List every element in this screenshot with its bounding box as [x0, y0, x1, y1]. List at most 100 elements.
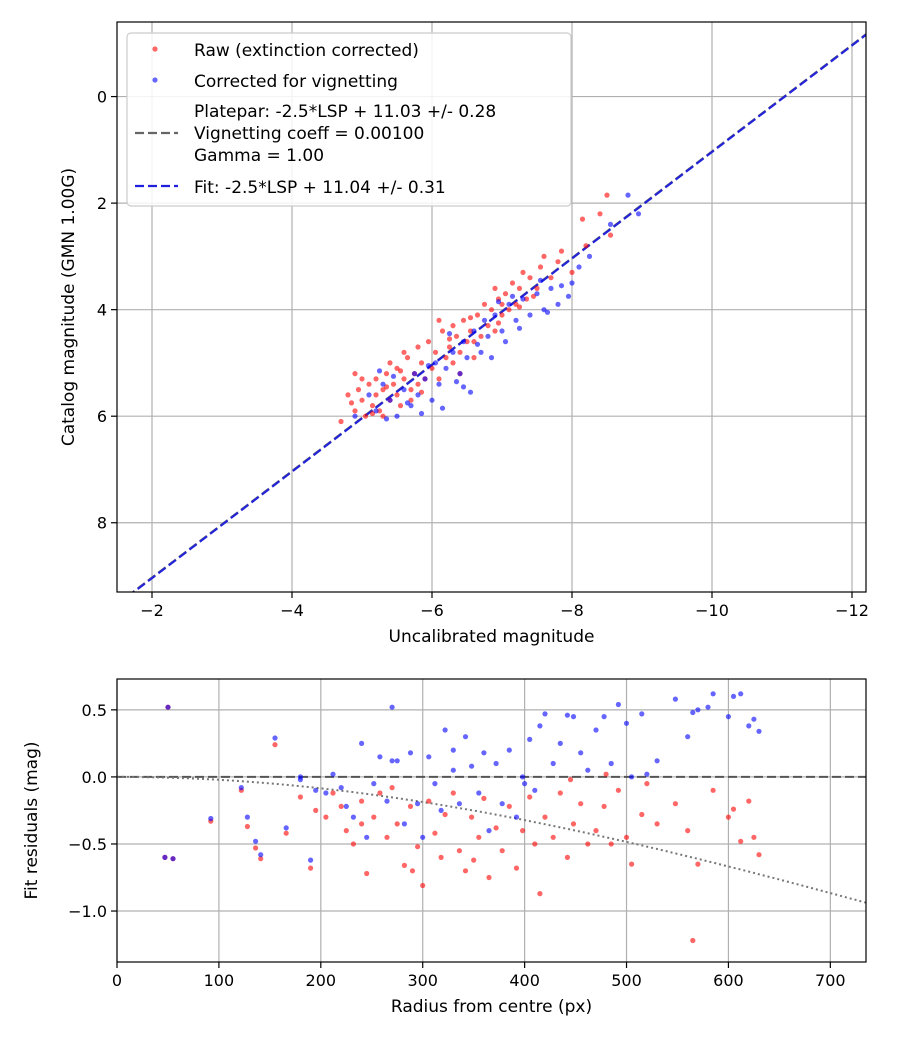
raw-point [443, 355, 449, 361]
raw-point [474, 312, 481, 318]
corrected-point [654, 758, 660, 764]
raw-point [380, 387, 386, 393]
raw-point [401, 862, 407, 869]
raw-point [394, 821, 400, 827]
corrected-point [420, 834, 426, 840]
raw-point [695, 861, 701, 867]
raw-point [527, 275, 533, 281]
x-axis-title: Uncalibrated magnitude [389, 627, 595, 647]
raw-point [418, 360, 425, 366]
raw-point [426, 798, 432, 804]
raw-point [570, 821, 577, 827]
corrected-point [384, 798, 390, 804]
raw-point [343, 828, 349, 834]
legend-label-corrected: Corrected for vignetting [194, 72, 398, 92]
corrected-point [555, 301, 561, 307]
corrected-point [558, 283, 565, 289]
raw-point [593, 828, 599, 834]
corrected-point [534, 291, 540, 297]
y-tick-label: 0 [97, 88, 107, 107]
raw-point [369, 403, 376, 409]
corrected-point [499, 328, 505, 334]
raw-point [506, 307, 512, 313]
raw-point [272, 742, 278, 748]
raw-point [499, 312, 505, 318]
raw-point [478, 333, 484, 339]
raw-point [492, 328, 498, 334]
corrected-point [394, 758, 400, 764]
raw-point [541, 253, 547, 259]
corrected-point [401, 821, 407, 827]
raw-point [383, 384, 390, 390]
corrected-point [313, 787, 319, 793]
raw-point [485, 323, 491, 329]
legend-marker-corrected [152, 77, 158, 83]
raw-point [359, 376, 365, 382]
corrected-point [520, 774, 526, 780]
corrected-point [438, 807, 444, 814]
raw-point [564, 854, 571, 861]
raw-point [685, 828, 691, 834]
raw-point [532, 841, 538, 847]
corrected-point [460, 339, 467, 345]
x-tick-label: −6 [420, 601, 444, 620]
raw-point [409, 868, 416, 874]
raw-point [486, 874, 492, 881]
corrected-point [380, 381, 386, 387]
raw-point [555, 259, 561, 265]
x-tick-label: 300 [407, 971, 438, 990]
corrected-point [418, 410, 425, 417]
raw-point [408, 387, 414, 393]
corrected-point [690, 709, 696, 716]
raw-point [467, 315, 474, 321]
legend-label-platepar-line: Vignetting coeff = 0.00100 [194, 124, 424, 144]
raw-point [516, 285, 523, 291]
raw-point [345, 392, 351, 398]
corrected-point [537, 277, 544, 283]
corrected-point [623, 720, 630, 726]
raw-point [418, 389, 425, 395]
corrected-point [542, 711, 548, 717]
corrected-point [513, 317, 519, 323]
raw-point [495, 320, 502, 326]
raw-point [308, 865, 314, 871]
legend-box [126, 32, 572, 207]
corrected-point [456, 801, 462, 807]
x-tick-label: −2 [140, 601, 164, 620]
corrected-point [564, 712, 571, 718]
corrected-point [585, 767, 591, 773]
plot-frame [116, 21, 867, 593]
raw-point [352, 371, 358, 377]
corrected-point [377, 754, 383, 760]
corrected-point [569, 280, 575, 286]
raw-point [415, 381, 421, 387]
raw-point [397, 403, 404, 409]
raw-point [457, 349, 463, 355]
raw-point [578, 801, 584, 807]
corrected-point [493, 760, 499, 767]
x-tick-label: 500 [611, 971, 642, 990]
corrected-point [710, 691, 716, 697]
raw-point [446, 336, 453, 342]
corrected-point [426, 754, 432, 760]
raw-point [460, 317, 467, 323]
corrected-point [635, 211, 642, 217]
raw-point [502, 291, 509, 297]
corrected-point [443, 365, 449, 371]
raw-point [548, 275, 554, 281]
legend-label-fit: Fit: -2.5*LSP + 11.04 +/- 0.31 [194, 178, 446, 198]
raw-point [408, 397, 414, 403]
corrected-point [450, 747, 456, 753]
corrected-point [442, 727, 448, 733]
corrected-point [492, 312, 498, 318]
corrected-point [330, 771, 336, 777]
corrected-point [165, 704, 171, 710]
corrected-point [629, 774, 635, 780]
corrected-point [283, 825, 289, 831]
x-tick-label: −4 [280, 601, 304, 620]
corrected-point [506, 301, 512, 307]
corrected-point [615, 701, 622, 708]
raw-point [492, 285, 498, 291]
corrected-point [389, 704, 395, 710]
